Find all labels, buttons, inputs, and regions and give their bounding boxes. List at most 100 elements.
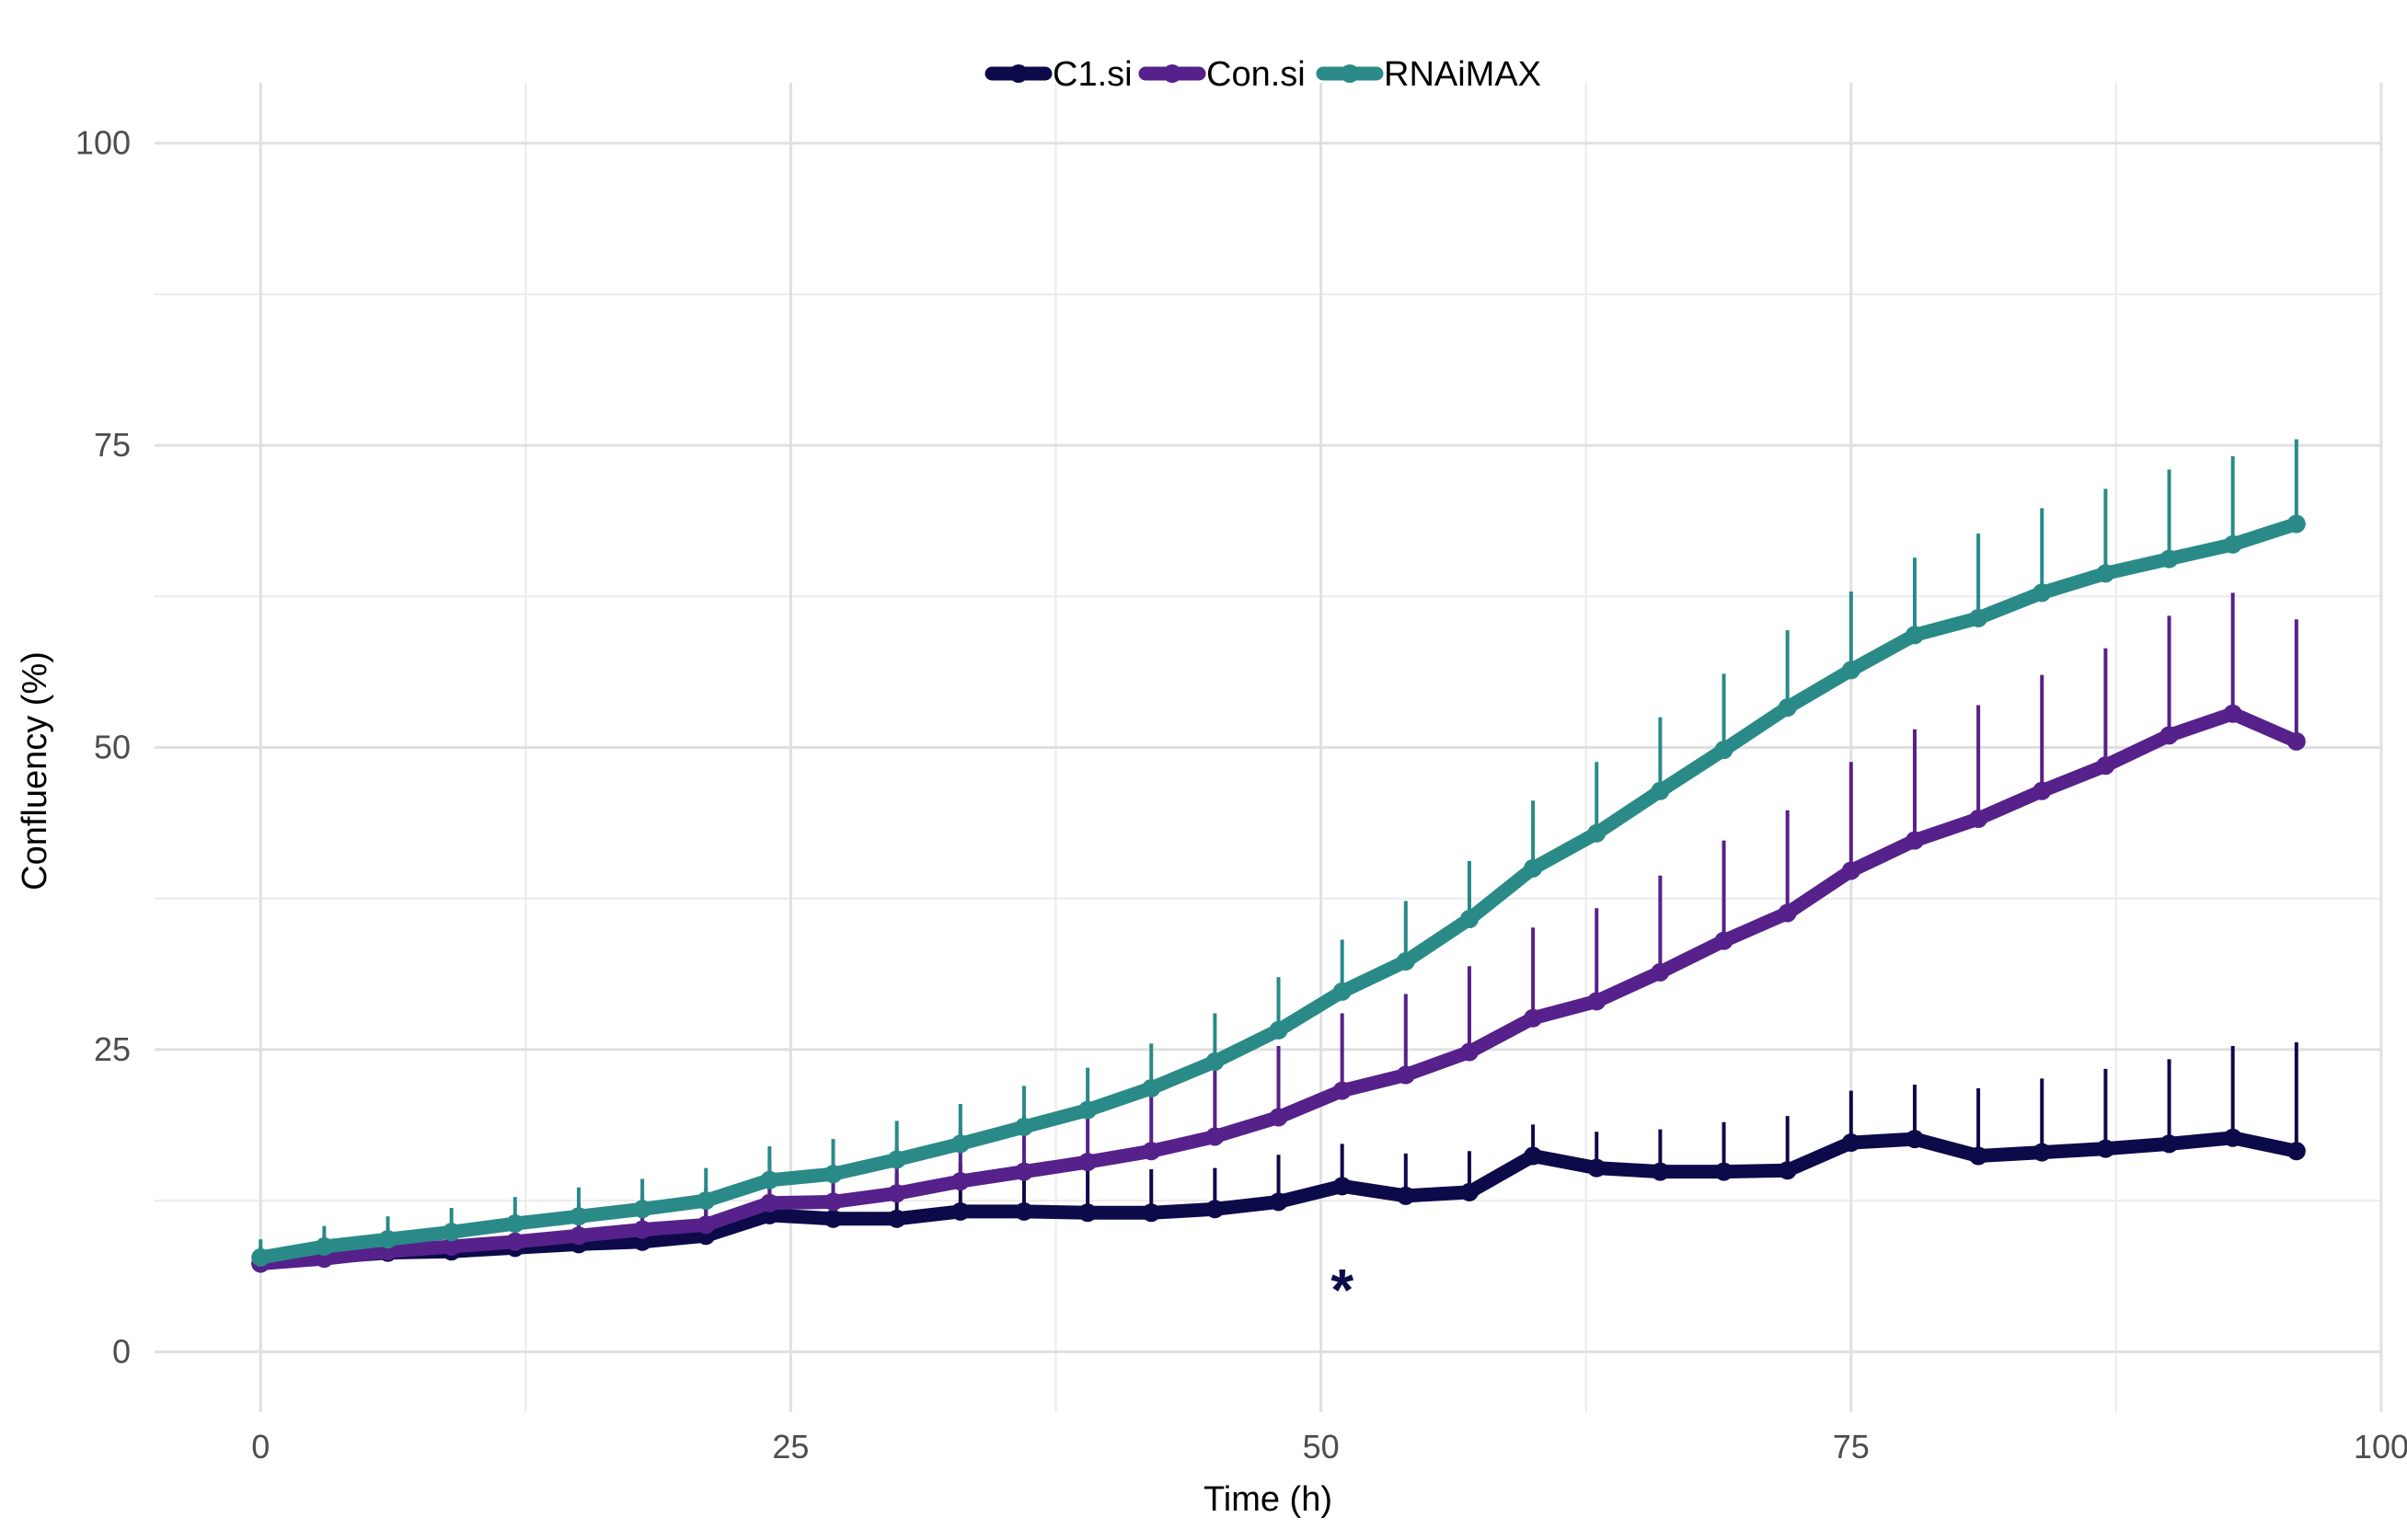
data-point (1459, 1182, 1479, 1201)
data-point (1905, 831, 1924, 850)
data-point (1014, 1201, 1033, 1221)
data-point (1014, 1162, 1033, 1181)
data-point (2033, 1143, 2052, 1162)
data-point (1205, 1052, 1225, 1072)
data-point (2159, 549, 2179, 569)
data-point (760, 1170, 779, 1189)
data-point (1332, 982, 1352, 1001)
data-point (2286, 514, 2306, 534)
data-point (2096, 564, 2115, 583)
data-point (633, 1220, 652, 1239)
data-point (1269, 1020, 1288, 1040)
data-point (1969, 1146, 1988, 1166)
legend-key-point (1163, 64, 1181, 83)
data-point (2223, 534, 2242, 554)
data-point (1269, 1108, 1288, 1127)
data-point (697, 1191, 716, 1211)
data-point (760, 1193, 779, 1212)
data-point (1078, 1203, 1098, 1223)
data-point (1587, 823, 1607, 843)
legend-label: C1.si (1053, 55, 1133, 94)
data-point (950, 1201, 970, 1221)
y-tick-label: 100 (75, 124, 131, 162)
data-point (251, 1247, 271, 1267)
x-tick-label: 0 (251, 1428, 270, 1465)
data-point (1651, 962, 1670, 982)
data-point (1078, 1153, 1098, 1172)
data-point (315, 1237, 334, 1257)
data-point (1396, 952, 1415, 971)
data-point (823, 1192, 843, 1212)
data-point (1396, 1065, 1415, 1085)
data-point (1651, 781, 1670, 800)
x-tick-labels: 0 25 50 75 100 (251, 1428, 2407, 1465)
data-point (1587, 992, 1607, 1011)
x-tick-label: 25 (772, 1428, 809, 1465)
data-point (1714, 1162, 1733, 1181)
data-point (2033, 583, 2052, 603)
y-tick-labels: 0 25 50 75 100 (75, 124, 131, 1371)
data-point (569, 1207, 588, 1226)
x-axis-title: Time (h) (1204, 1480, 1332, 1519)
data-point (2286, 731, 2306, 751)
data-point (1841, 1133, 1860, 1153)
data-point (1969, 608, 1988, 627)
data-point (1587, 1158, 1607, 1178)
data-series (251, 439, 2306, 1273)
data-point (1524, 858, 1543, 878)
legend-label: Con.si (1206, 55, 1306, 94)
y-tick-label: 0 (112, 1332, 131, 1370)
y-tick-label: 50 (94, 729, 131, 766)
y-axis-title: Confluency (%) (16, 651, 54, 891)
data-point (1396, 1186, 1415, 1205)
data-point (1142, 1203, 1161, 1223)
data-point (505, 1214, 524, 1234)
data-point (1459, 1042, 1479, 1062)
data-point (697, 1215, 716, 1235)
data-point (2159, 1134, 2179, 1154)
x-tick-label: 100 (2354, 1428, 2407, 1465)
legend: C1.si Con.si RNAiMAX (985, 55, 1541, 94)
data-point (2223, 704, 2242, 723)
x-tick-label: 50 (1303, 1428, 1340, 1465)
data-point (1714, 931, 1733, 950)
data-point (1332, 1177, 1352, 1196)
data-point (1142, 1078, 1161, 1098)
grid-lines (155, 83, 2383, 1412)
data-point (823, 1165, 843, 1184)
data-point (2223, 1128, 2242, 1147)
data-point (1841, 661, 1860, 680)
data-point (1205, 1127, 1225, 1146)
data-point (1014, 1117, 1033, 1136)
data-point (887, 1184, 906, 1203)
data-point (887, 1209, 906, 1228)
legend-key-point (1009, 64, 1028, 83)
data-point (505, 1232, 524, 1251)
data-point (569, 1226, 588, 1246)
data-point (1969, 810, 1988, 829)
legend-label: RNAiMAX (1384, 55, 1541, 94)
series-line (253, 517, 2304, 1265)
data-point (1778, 1161, 1797, 1180)
data-point (823, 1209, 843, 1228)
data-point (887, 1150, 906, 1169)
annotations: * (1330, 1257, 1353, 1323)
data-point (2096, 756, 2115, 776)
data-point (950, 1134, 970, 1154)
data-point (1142, 1142, 1161, 1161)
data-point (1524, 1008, 1543, 1028)
data-point (1205, 1200, 1225, 1219)
data-point (1651, 1162, 1670, 1181)
data-point (1332, 1081, 1352, 1100)
data-point (950, 1172, 970, 1191)
data-point (1078, 1100, 1098, 1120)
data-point (1459, 910, 1479, 929)
data-point (1714, 741, 1733, 760)
data-point (1778, 903, 1797, 923)
data-point (2096, 1139, 2115, 1158)
x-tick-label: 75 (1833, 1428, 1870, 1465)
data-point (1905, 1130, 1924, 1149)
data-point (2033, 781, 2052, 800)
data-point (378, 1230, 397, 1249)
